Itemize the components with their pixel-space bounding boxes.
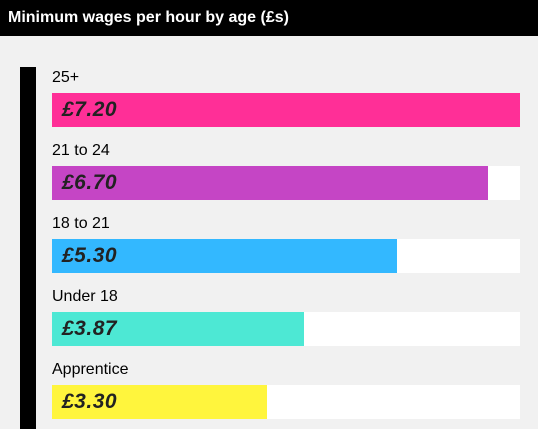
value-label: £5.30: [62, 244, 118, 267]
category-label: Apprentice: [52, 361, 129, 378]
value-label: £7.20: [62, 98, 118, 121]
category-label: 25+: [52, 69, 80, 86]
category-label: 21 to 24: [52, 142, 110, 159]
bar: [52, 312, 304, 346]
category-label: 18 to 21: [52, 215, 110, 232]
bar-track: £6.70: [52, 166, 520, 200]
bar: [52, 385, 267, 419]
chart-area: 25+ £7.20 21 to 24 £6.70 18 to 21 £5.30 Under …: [0, 36, 538, 429]
bar: [52, 93, 520, 127]
axis-line: [20, 67, 36, 429]
bar: [52, 166, 488, 200]
value-label: £6.70: [62, 171, 118, 194]
value-label: £3.87: [62, 317, 118, 340]
bar-track: £3.30: [52, 385, 520, 419]
bar-track: £3.87: [52, 312, 520, 346]
category-label: Under 18: [52, 288, 118, 305]
bar-track: £7.20: [52, 93, 520, 127]
chart-title: Minimum wages per hour by age (£s): [0, 0, 538, 36]
bar-track: £5.30: [52, 239, 520, 273]
bar: [52, 239, 397, 273]
value-label: £3.30: [62, 390, 118, 413]
